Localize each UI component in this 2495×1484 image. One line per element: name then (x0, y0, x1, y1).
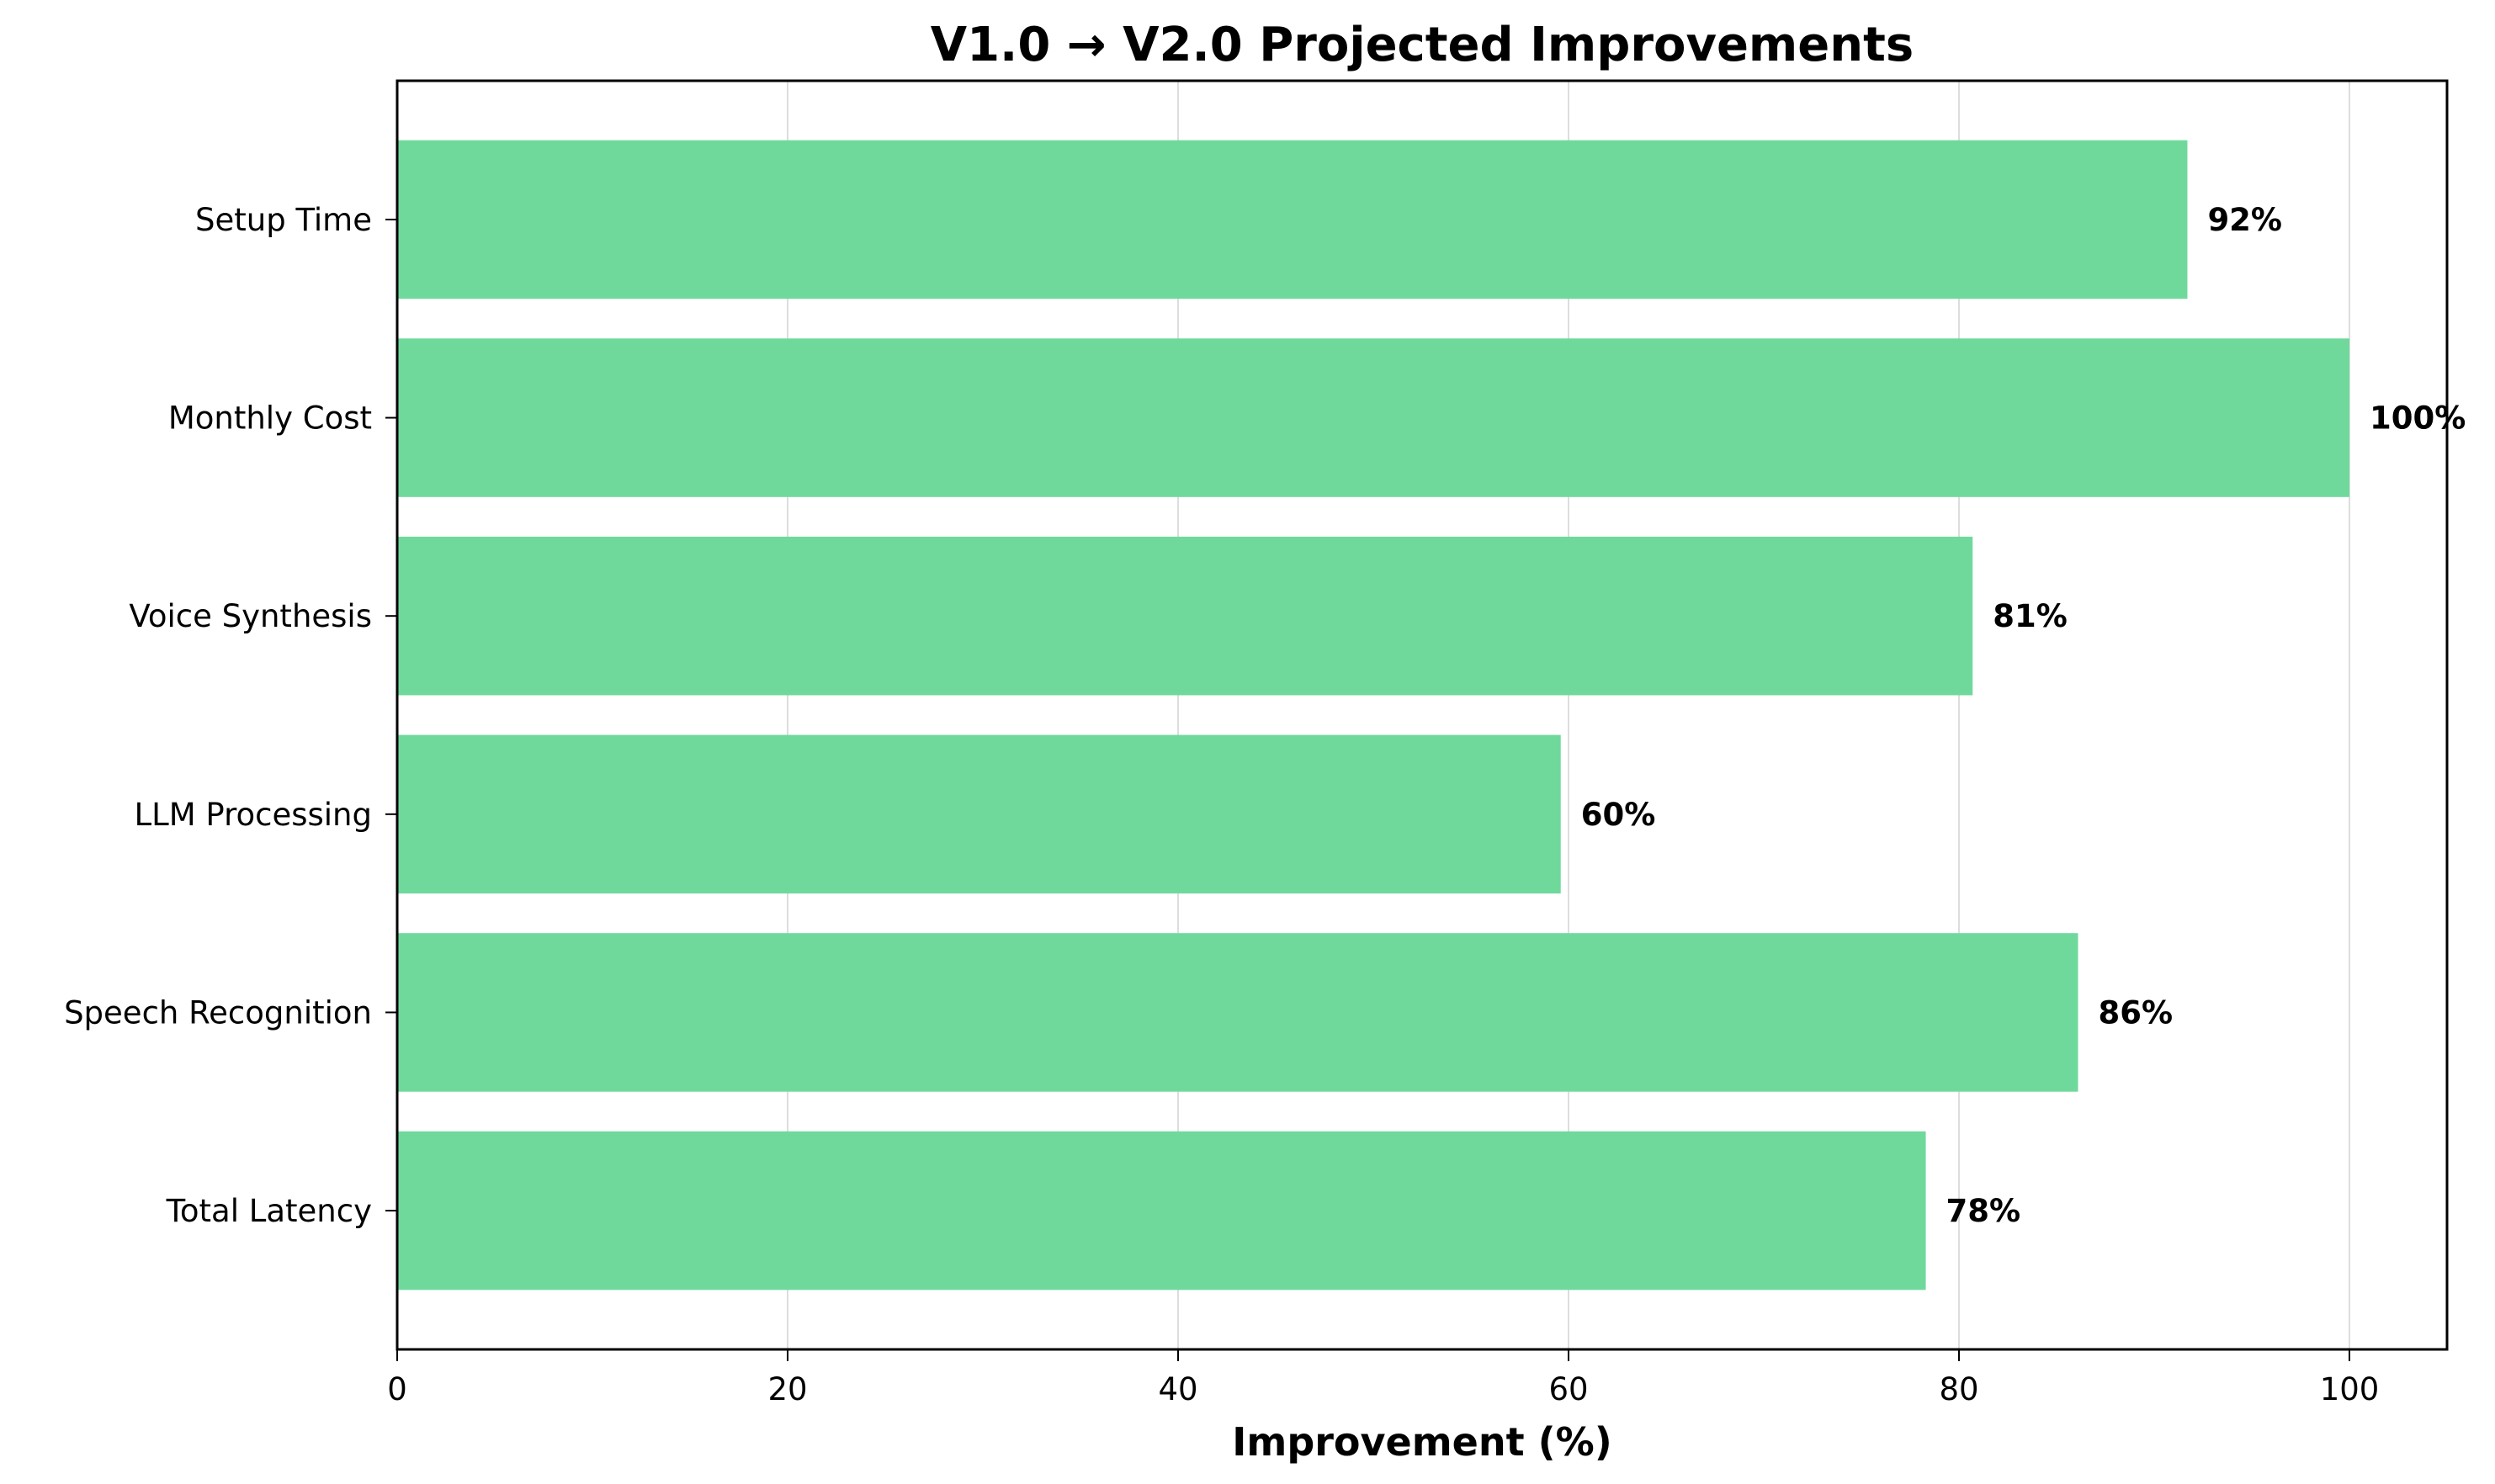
bar-setup-time (397, 140, 2188, 299)
chart-title: V1.0 → V2.0 Projected Improvements (931, 18, 1914, 72)
y-tick-label-monthly-cost: Monthly Cost (168, 400, 372, 437)
bar-llm-processing (397, 734, 1561, 894)
y-tick-label-total-latency: Total Latency (166, 1193, 372, 1229)
bar-monthly-cost (397, 338, 2349, 497)
x-tick-label-60: 60 (1548, 1371, 1588, 1407)
x-tick-label-80: 80 (1939, 1371, 1978, 1407)
x-axis-ticks: 0 20 40 60 80 100 (387, 1349, 2379, 1407)
x-tick-label-20: 20 (767, 1371, 807, 1407)
value-label-setup-time: 92% (2207, 202, 2282, 238)
x-tick-label-100: 100 (2320, 1371, 2380, 1407)
bar-voice-synthesis (397, 536, 1973, 696)
value-label-llm-processing: 60% (1581, 797, 1656, 833)
y-axis-ticks: Setup Time Monthly Cost Voice Synthesis LLM… (64, 202, 397, 1229)
bar-speech-recognition (397, 933, 2078, 1092)
value-label-monthly-cost: 100% (2370, 400, 2466, 437)
bar-total-latency (397, 1131, 1926, 1291)
y-tick-label-speech-recognition: Speech Recognition (64, 994, 372, 1031)
x-tick-label-0: 0 (387, 1371, 407, 1407)
y-tick-label-voice-synthesis: Voice Synthesis (129, 598, 372, 634)
bars (397, 140, 2349, 1291)
value-label-total-latency: 78% (1946, 1193, 2021, 1229)
value-labels: 92% 100% 81% 60% 86% 78% (1581, 202, 2466, 1229)
value-label-voice-synthesis: 81% (1993, 598, 2068, 634)
x-tick-label-40: 40 (1158, 1371, 1197, 1407)
plot-frame (395, 79, 2449, 1351)
x-axis-label: Improvement (%) (1232, 1419, 1611, 1465)
y-tick-label-llm-processing: LLM Processing (135, 797, 373, 833)
value-label-speech-recognition: 86% (2099, 994, 2174, 1031)
y-tick-label-setup-time: Setup Time (195, 202, 372, 238)
